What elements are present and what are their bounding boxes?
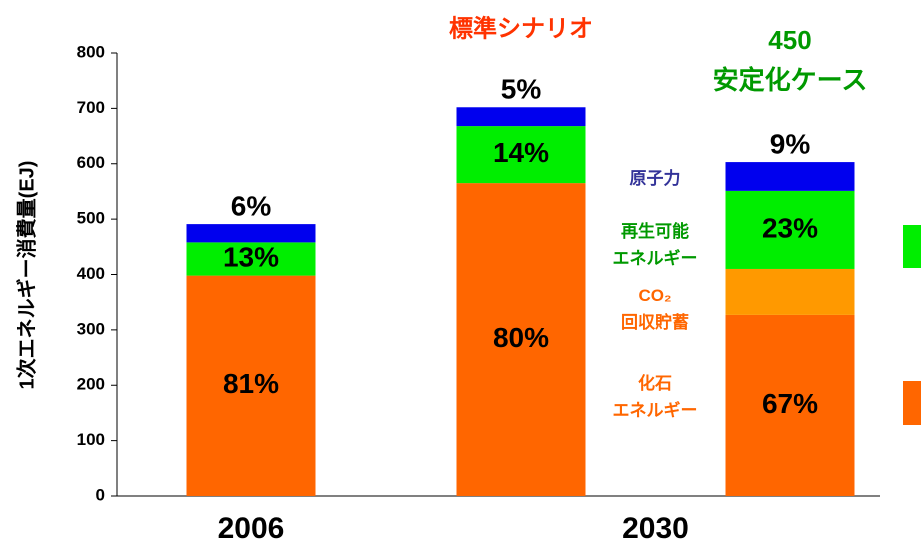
annotation: 450: [768, 25, 811, 55]
bar-segment: [186, 275, 316, 496]
legend-label: 原子力: [629, 169, 681, 188]
y-tick-label: 400: [77, 264, 105, 283]
y-tick-label: 500: [77, 209, 105, 228]
data-label: 6%: [231, 190, 272, 221]
y-tick-label: 200: [77, 375, 105, 394]
x-tick-label: 2006: [218, 512, 285, 545]
bar-segment: [456, 107, 586, 127]
y-tick-label: 600: [77, 153, 105, 172]
bar-segment: [186, 242, 316, 276]
legend-label: CO₂ 回収貯蓄: [621, 286, 689, 332]
data-label: 5%: [501, 74, 542, 105]
legend-swatch: [903, 381, 921, 425]
legend-label: 再生可能 エネルギー: [612, 222, 698, 268]
bar-segment: [725, 314, 855, 496]
y-tick-label: 700: [77, 98, 105, 117]
data-label: 14%: [493, 137, 549, 168]
annotation: 安定化ケース: [713, 65, 868, 95]
legend-swatch: [903, 225, 921, 268]
y-axis-label: 1次エネルギー消費量(EJ): [14, 161, 38, 390]
bar-segment: [725, 190, 855, 269]
bar-segment: [725, 162, 855, 191]
data-label: 67%: [762, 388, 818, 419]
data-label: 81%: [223, 368, 279, 399]
y-tick-label: 800: [77, 42, 105, 61]
legend-label: 化石 エネルギー: [612, 374, 698, 420]
data-label: 9%: [770, 128, 811, 159]
data-label: 80%: [493, 322, 549, 353]
bar-segment: [456, 126, 586, 184]
y-tick-label: 100: [77, 430, 105, 449]
bar-segment: [186, 224, 316, 243]
bar-segment: [456, 183, 586, 496]
annotation: 標準シナリオ: [449, 14, 593, 42]
x-tick-label: 2030: [622, 512, 689, 545]
bar-segment: [725, 268, 855, 315]
data-label: 13%: [223, 241, 279, 272]
data-label: 23%: [762, 212, 818, 243]
y-tick-label: 300: [77, 319, 105, 338]
y-tick-label: 0: [96, 485, 105, 504]
